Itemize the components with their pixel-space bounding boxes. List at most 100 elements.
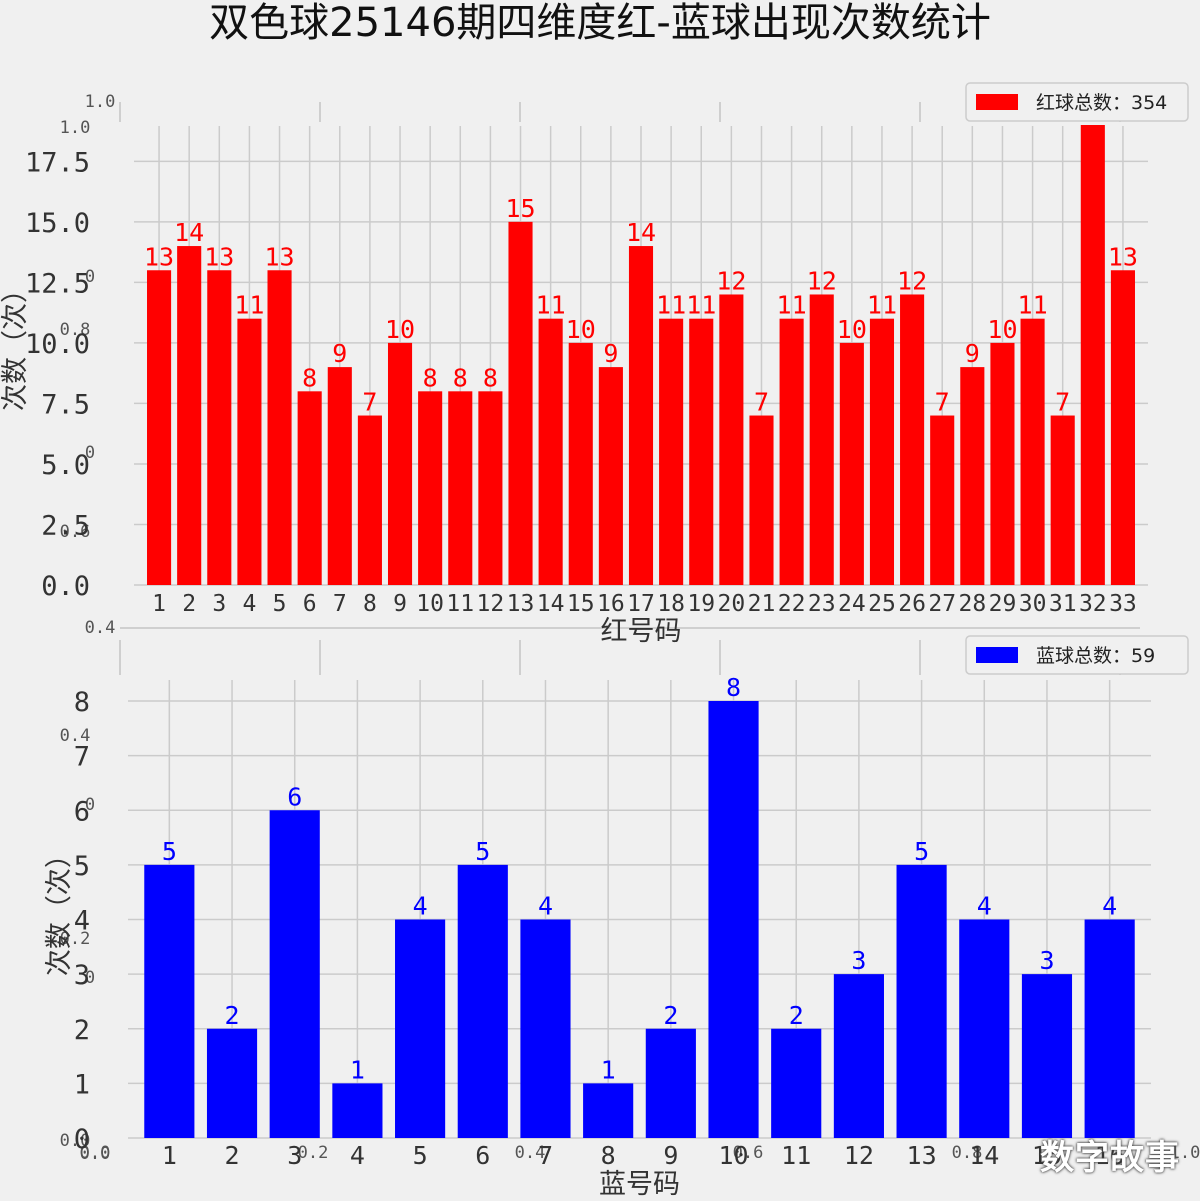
ghost-axis-label: 0.2: [298, 1143, 329, 1163]
bar: [598, 367, 623, 585]
bar-value-label: 3: [851, 946, 866, 975]
bar: [327, 367, 352, 585]
bar-value-label: 4: [977, 892, 992, 921]
bar: [267, 270, 292, 585]
x-tick-label: 2: [225, 1141, 240, 1170]
y-tick-label: 6: [74, 796, 90, 827]
bar: [583, 1083, 634, 1138]
bar-value-label: 11: [777, 291, 807, 320]
legend-box: [965, 82, 1189, 122]
ghost-axis-label: 0.4: [60, 726, 91, 746]
bar: [1110, 270, 1135, 585]
x-tick-label: 20: [718, 591, 746, 617]
bar-value-label: 2: [225, 1001, 240, 1030]
y-tick-label: 4: [74, 906, 90, 937]
x-tick-label: 13: [907, 1141, 937, 1170]
y-tick-label: 0.0: [41, 571, 90, 602]
x-tick-label: 9: [663, 1141, 678, 1170]
x-tick-label: 28: [958, 591, 986, 617]
x-tick-label: 6: [303, 591, 317, 617]
bar: [896, 864, 947, 1138]
x-tick-label: 11: [446, 591, 474, 617]
x-tick-label: 8: [363, 591, 377, 617]
bar: [689, 318, 714, 585]
ghost-axis-label: 0: [85, 267, 95, 287]
ghost-axis-label: 1.0: [1170, 1143, 1200, 1163]
x-tick-label: 14: [537, 591, 565, 617]
ghost-axis-label: 0.6: [733, 1143, 764, 1163]
bar-value-label: 11: [656, 291, 686, 320]
legend-swatch: [976, 647, 1018, 663]
bar: [1020, 318, 1045, 585]
ghost-axis-label: 0.8: [952, 1143, 983, 1163]
bar: [809, 294, 834, 585]
bar-value-label: 11: [536, 291, 566, 320]
bar-value-label: 6: [287, 782, 302, 811]
y-tick-label: 5: [74, 851, 90, 882]
bar-value-label: 7: [935, 388, 950, 417]
legend-swatch: [976, 94, 1018, 110]
bar-value-label: 13: [264, 242, 294, 271]
bar-value-label: 14: [626, 218, 656, 247]
bar: [508, 221, 533, 585]
bar: [144, 864, 195, 1138]
bar: [659, 318, 684, 585]
bar-value-label: 1: [350, 1055, 365, 1084]
ghost-axis-label: 0: [85, 795, 95, 815]
ghost-axis-label: 0.0: [80, 1144, 111, 1164]
x-tick-label: 7: [333, 591, 347, 617]
x-tick-label: 6: [475, 1141, 490, 1170]
x-tick-label: 9: [393, 591, 407, 617]
ghost-axis-label: 0.0: [80, 1143, 111, 1163]
bar: [990, 342, 1015, 585]
x-tick-label: 7: [538, 1141, 553, 1170]
bar: [779, 318, 804, 585]
bar: [147, 270, 172, 585]
bar: [357, 415, 382, 585]
bar: [448, 391, 473, 585]
bar-value-label: 12: [897, 266, 927, 295]
x-tick-label: 16: [1095, 1141, 1125, 1170]
bar-value-label: 8: [453, 363, 468, 392]
x-tick-label: 2: [182, 591, 196, 617]
x-tick-label: 29: [989, 591, 1017, 617]
bar: [1021, 974, 1073, 1138]
legend-label: 蓝球总数：59: [1036, 645, 1155, 667]
ghost-axis-label: 0.2: [60, 929, 91, 949]
x-tick-label: 27: [928, 591, 956, 617]
y-tick-label: 3: [74, 960, 90, 991]
x-tick-label: 21: [748, 591, 776, 617]
x-tick-label: 23: [808, 591, 836, 617]
x-tick-label: 15: [1032, 1141, 1062, 1170]
y-tick-label: 2: [74, 1015, 90, 1046]
bar: [177, 246, 202, 586]
bar: [960, 367, 985, 585]
bar: [1080, 125, 1105, 585]
bar-value-label: 10: [385, 315, 415, 344]
bar-value-label: 10: [837, 315, 867, 344]
bar: [930, 415, 955, 585]
bar: [1050, 415, 1075, 585]
y-tick-label: 0: [74, 1124, 90, 1155]
bar-value-label: 13: [1108, 242, 1138, 271]
bar-value-label: 4: [413, 892, 428, 921]
x-tick-label: 15: [567, 591, 595, 617]
bar: [645, 1028, 696, 1138]
bar-value-label: 13: [204, 242, 234, 271]
bar: [297, 391, 322, 585]
bar-value-label: 4: [538, 892, 553, 921]
ghost-axis-label: 1.0: [85, 92, 116, 112]
x-tick-label: 22: [778, 591, 806, 617]
y-tick-label: 7.5: [41, 389, 90, 420]
x-tick-label: 3: [212, 591, 226, 617]
bar-value-label: 2: [789, 1001, 804, 1030]
y-tick-label: 12.5: [25, 268, 90, 299]
bar: [719, 294, 744, 585]
x-tick-label: 5: [273, 591, 287, 617]
x-tick-label: 25: [868, 591, 896, 617]
bar: [628, 246, 654, 586]
x-tick-label: 4: [350, 1141, 365, 1170]
bar-value-label: 5: [914, 837, 929, 866]
bar-value-label: 3: [1039, 946, 1054, 975]
